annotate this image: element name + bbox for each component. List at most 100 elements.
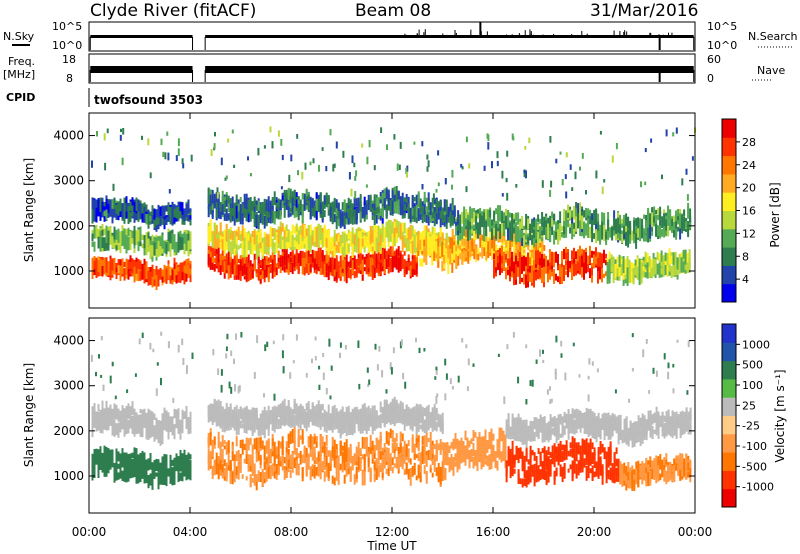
echo-cell [551,252,553,266]
echo-cell [177,233,180,248]
echo-cell [131,258,134,274]
echo-cell [443,199,446,212]
echo-cell [113,423,116,437]
echo-cell [527,261,529,270]
echo-cell [109,226,112,243]
echo-cell [335,216,338,230]
power-ylabel: Slant Range [km] [22,158,36,262]
echo-cell [543,245,546,251]
echo-cell [149,412,152,422]
echo-cell [643,233,646,242]
echo-cell [575,208,578,217]
echo-cell [535,272,537,281]
sparse-echo [406,172,408,178]
echo-cell [367,231,370,242]
echo-cell [259,203,262,216]
echo-cell [337,202,340,211]
sparse-echo [644,148,647,153]
echo-cell [173,234,176,243]
echo-cell [640,269,643,284]
echo-cell [327,229,330,243]
echo-cell [213,246,216,256]
echo-cell [633,230,636,239]
echo-cell [515,238,518,255]
echo-cell [229,198,232,204]
echo-cell [583,210,586,218]
echo-cell [535,261,537,270]
echo-cell [295,234,298,245]
echo-cell [213,436,216,445]
echo-cell [401,260,404,265]
echo-cell [243,240,246,247]
echo-cell [541,230,544,236]
echo-cell [139,266,142,281]
echo-cell [307,227,310,240]
echo-cell [181,410,184,420]
echo-cell [103,454,106,470]
sparse-echo [182,163,185,169]
echo-cell [249,214,252,222]
echo-cell [631,234,634,241]
echo-cell [399,196,402,207]
sparse-echo [167,152,170,161]
echo-cell [607,212,610,220]
echo-cell [395,231,398,244]
echo-cell [517,245,520,258]
echo-cell [660,250,663,264]
echo-cell [175,411,178,422]
echo-cell [377,251,380,263]
echo-cell [525,213,528,230]
echo-cell [183,452,186,463]
echo-cell [165,205,168,212]
echo-cell [255,474,258,482]
echo-cell [207,226,210,240]
echo-cell [133,266,136,283]
echo-cell [155,458,158,465]
echo-cell [117,472,120,480]
echo-cell [157,476,160,490]
echo-cell [227,465,230,471]
echo-cell [465,227,468,238]
echo-cell [509,222,512,232]
echo-cell [615,235,618,241]
echo-cell [157,269,160,284]
echo-cell [369,226,372,242]
sparse-echo [561,179,564,186]
echo-cell [613,218,616,231]
echo-cell [467,226,470,241]
echo-cell [421,206,424,212]
echo-cell [281,223,284,232]
echo-cell [173,424,176,439]
echo-cell [295,192,298,199]
echo-cell [650,263,653,278]
echo-cell [549,262,551,269]
echo-cell [533,260,535,275]
echo-cell [135,448,138,463]
echo-cell [181,462,184,467]
echo-cell [227,195,230,204]
sparse-echo [686,194,689,201]
echo-cell [686,268,689,273]
echo-cell [127,408,130,413]
echo-cell [617,217,620,233]
echo-cell [569,223,572,231]
sparse-echo [312,158,315,164]
echo-cell [658,262,661,278]
echo-cell [127,455,130,469]
echo-cell [309,196,312,206]
echo-cell [289,454,292,468]
echo-cell [299,260,302,267]
echo-cell [221,449,224,464]
echo-cell [497,256,499,263]
echo-cell [465,250,468,258]
echo-cell [327,240,330,256]
echo-cell [291,191,294,200]
echo-cell [233,259,236,276]
echo-cell [239,234,242,242]
echo-cell [365,236,368,247]
echo-cell [261,471,264,476]
sparse-echo [213,143,216,150]
echo-cell [307,239,310,250]
echo-cell [147,217,150,229]
echo-cell [675,220,678,237]
